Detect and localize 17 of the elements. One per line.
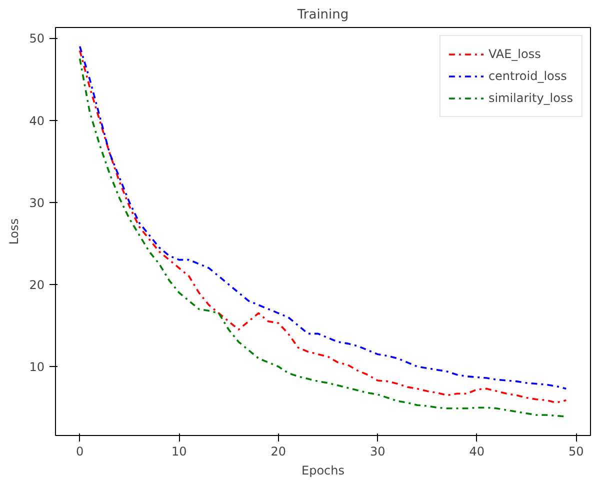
y-tick-label: 40 [29, 114, 45, 128]
y-axis-title: Loss [7, 218, 22, 245]
legend-label: similarity_loss [488, 91, 573, 105]
legend-label: VAE_loss [488, 47, 541, 61]
x-tick-label: 30 [370, 444, 386, 458]
y-tick-label: 10 [29, 360, 45, 374]
chart-title: Training [296, 8, 349, 22]
y-tick-label: 50 [29, 32, 45, 46]
x-tick-label: 10 [171, 444, 187, 458]
y-tick-label: 30 [29, 196, 45, 210]
x-axis-title: Epochs [302, 464, 344, 478]
x-tick-label: 40 [469, 444, 484, 458]
y-tick-label: 20 [29, 278, 45, 292]
x-tick-label: 20 [270, 444, 286, 458]
x-tick-label: 0 [76, 444, 84, 458]
x-tick-label: 50 [568, 444, 584, 458]
legend-label: centroid_loss [488, 69, 567, 83]
